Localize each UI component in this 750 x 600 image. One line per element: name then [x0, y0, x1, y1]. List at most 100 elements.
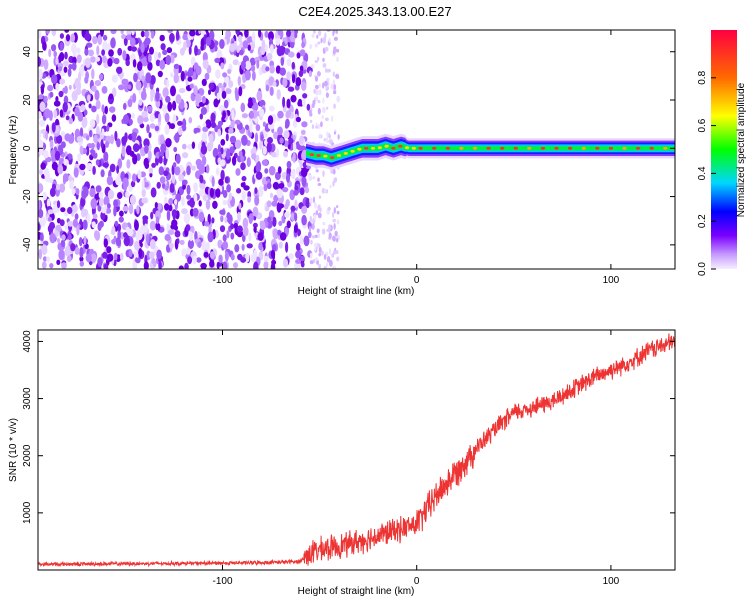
- spectrogram-noise-cell: [241, 134, 248, 146]
- spectrogram-noise-cell: [182, 143, 187, 150]
- spectrogram-sparse-cell: [323, 254, 327, 260]
- snr-x-tick-label: 0: [414, 576, 420, 587]
- spectrogram-sparse-cell: [337, 134, 340, 140]
- spectrogram-noise-cell: [226, 212, 231, 223]
- spectrogram-noise-cell: [39, 216, 47, 227]
- spectrogram-noise-cell: [164, 112, 170, 123]
- spectrogram-noise-cell: [59, 219, 65, 227]
- spectrogram-noise-cell: [295, 243, 301, 252]
- spectrogram-noise-cell: [240, 102, 246, 113]
- spectrogram-sparse-cell: [308, 174, 312, 182]
- spectrogram-noise-cell: [158, 156, 163, 164]
- spectrogram-noise-cell: [117, 47, 123, 56]
- spectrogram-sparse-cell: [316, 228, 320, 234]
- spectrogram-noise-cell: [209, 187, 214, 198]
- spectrogram-noise-cell: [133, 240, 140, 251]
- spectrogram-noise-cell: [57, 237, 60, 244]
- spectrogram-noise-cell: [177, 120, 183, 126]
- spectrogram-sparse-cell: [317, 100, 321, 104]
- spectrogram-noise-cell: [263, 255, 269, 263]
- spectrogram-noise-cell: [257, 232, 264, 241]
- spectrogram-noise-cell: [62, 176, 66, 185]
- spectrogram-noise-cell: [186, 165, 191, 176]
- spectrogram-noise-cell: [79, 247, 84, 258]
- spectrogram-sparse-cell: [330, 85, 334, 89]
- spectrogram-sparse-cell: [326, 131, 329, 137]
- spectrogram-noise-cell: [209, 140, 214, 149]
- spectrogram-noise-cell: [294, 185, 299, 192]
- spectrogram-noise-cell: [209, 30, 215, 41]
- spectrogram-sparse-cell: [311, 235, 316, 239]
- spectrogram-noise-cell: [76, 81, 82, 91]
- spectrogram-noise-cell: [124, 132, 128, 143]
- spectrogram-noise-cell: [47, 216, 52, 222]
- spectrogram-sparse-cell: [327, 206, 331, 211]
- spectrogram-noise-cell: [125, 190, 130, 199]
- spectrogram-noise-cell: [241, 113, 248, 119]
- spectrogram-noise-cell: [101, 128, 105, 136]
- spectrogram-sparse-cell: [332, 212, 335, 218]
- spectrogram-ticks: -100 0 100 -40 -20 0 20 40: [22, 30, 675, 286]
- spectrogram-noise-cell: [170, 72, 174, 78]
- spectrogram-noise-cell: [44, 108, 51, 119]
- spectrogram-noise-cell: [88, 129, 93, 138]
- spectrogram-noise-cell: [197, 163, 203, 170]
- spectrogram-sparse-cell: [317, 177, 320, 182]
- snr-x-tick-label: -100: [212, 576, 232, 587]
- spectrogram-noise-cell: [38, 223, 41, 231]
- spectrogram-noise-cell: [200, 262, 207, 269]
- spectrogram-noise-cell: [78, 71, 82, 82]
- spectrogram-noise-cell: [158, 260, 162, 269]
- spectrogram-noise-cell: [38, 111, 42, 120]
- spectrogram-noise-cell: [237, 76, 241, 86]
- spectrogram-noise-cell: [219, 159, 226, 167]
- spectrogram-noise-cell: [218, 254, 223, 264]
- spectrogram-noise-cell: [233, 262, 238, 269]
- spectrogram-noise-cell: [254, 132, 259, 143]
- spectrogram-noise-cell: [38, 56, 42, 67]
- spectrogram-noise-cell: [96, 141, 100, 151]
- spectrogram-noise-cell: [245, 60, 252, 71]
- spectrogram-sparse-cell: [325, 92, 329, 98]
- spectrogram-sparse-cell: [314, 75, 319, 82]
- spectrogram-noise-cell: [201, 78, 207, 87]
- spectrogram-noise-cell: [277, 126, 283, 136]
- spectrogram-noise-cell: [38, 94, 43, 101]
- spectrogram-noise-cell: [100, 30, 104, 37]
- spectrogram-noise-cell: [101, 55, 107, 64]
- snr-y-tick-label: 2000: [22, 444, 33, 467]
- spectrogram-sparse-cell: [322, 170, 325, 178]
- spectrogram-peak-cell: [635, 146, 641, 150]
- spectrogram-noise-cell: [150, 187, 157, 198]
- spectrogram-noise-cell: [291, 61, 296, 70]
- spectrogram-sparse-cell: [317, 41, 321, 45]
- spectrogram-sparse-cell: [318, 263, 321, 269]
- spectrogram-y-tick-label: 0: [22, 145, 33, 151]
- spectrogram-sparse-cell: [317, 183, 322, 186]
- spectrogram-noise-cell: [138, 99, 143, 106]
- spectrogram-noise-cell: [276, 188, 283, 199]
- spectrogram-noise-cell: [68, 63, 73, 70]
- spectrogram-noise-cell: [284, 36, 288, 45]
- spectrogram-noise-cell: [231, 110, 235, 121]
- spectrogram-noise-cell: [58, 66, 63, 72]
- spectrogram-noise-cell: [268, 165, 276, 176]
- spectrogram-noise-cell: [286, 98, 291, 109]
- spectrogram-noise-cell: [286, 160, 292, 169]
- spectrogram-noise-cell: [154, 51, 159, 62]
- spectrogram-noise-cell: [175, 30, 180, 41]
- spectrogram-noise-cell: [132, 93, 137, 103]
- spectrogram-sparse-cell: [336, 205, 339, 209]
- spectrogram-noise-cell: [68, 174, 72, 182]
- snr-y-tick-label: 4000: [22, 330, 33, 353]
- spectrogram-noise-cell: [85, 145, 90, 156]
- spectrogram-noise-cell: [53, 50, 57, 58]
- spectrogram-noise-cell: [299, 135, 304, 145]
- spectrogram-sparse-cell: [332, 30, 335, 35]
- snr-y-tick-label: 3000: [22, 387, 33, 410]
- spectrogram-sparse-cell: [317, 204, 321, 211]
- spectrogram-noise-cell: [180, 70, 185, 82]
- spectrogram-noise-cell: [146, 124, 150, 134]
- spectrogram-noise-cell: [137, 61, 143, 72]
- spectrogram-noise-cell: [69, 179, 74, 190]
